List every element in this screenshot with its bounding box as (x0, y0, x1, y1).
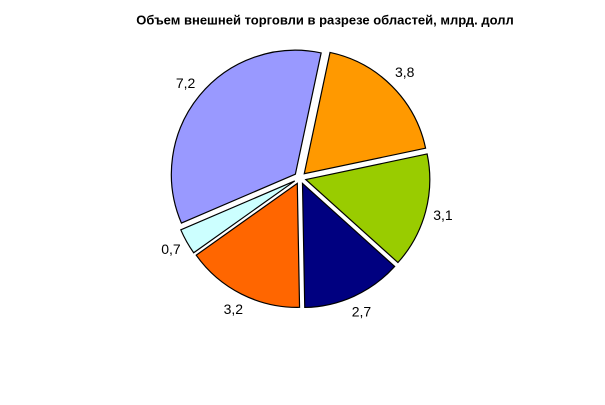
pie-slice (303, 51, 427, 175)
pie-slice (180, 180, 296, 254)
data-label: 3,8 (395, 64, 415, 80)
chart-title: Объем внешней торговли в разрезе областе… (136, 12, 514, 27)
data-label: 3,2 (224, 301, 244, 317)
pie-slice (304, 153, 431, 264)
data-label: 3,1 (433, 207, 453, 223)
data-label: 0,7 (161, 241, 181, 257)
pie-slice (301, 182, 396, 309)
pie-slice (170, 49, 322, 224)
pie-slice (195, 182, 301, 308)
data-label: 7,2 (176, 75, 196, 91)
data-label: 2,7 (352, 303, 372, 319)
